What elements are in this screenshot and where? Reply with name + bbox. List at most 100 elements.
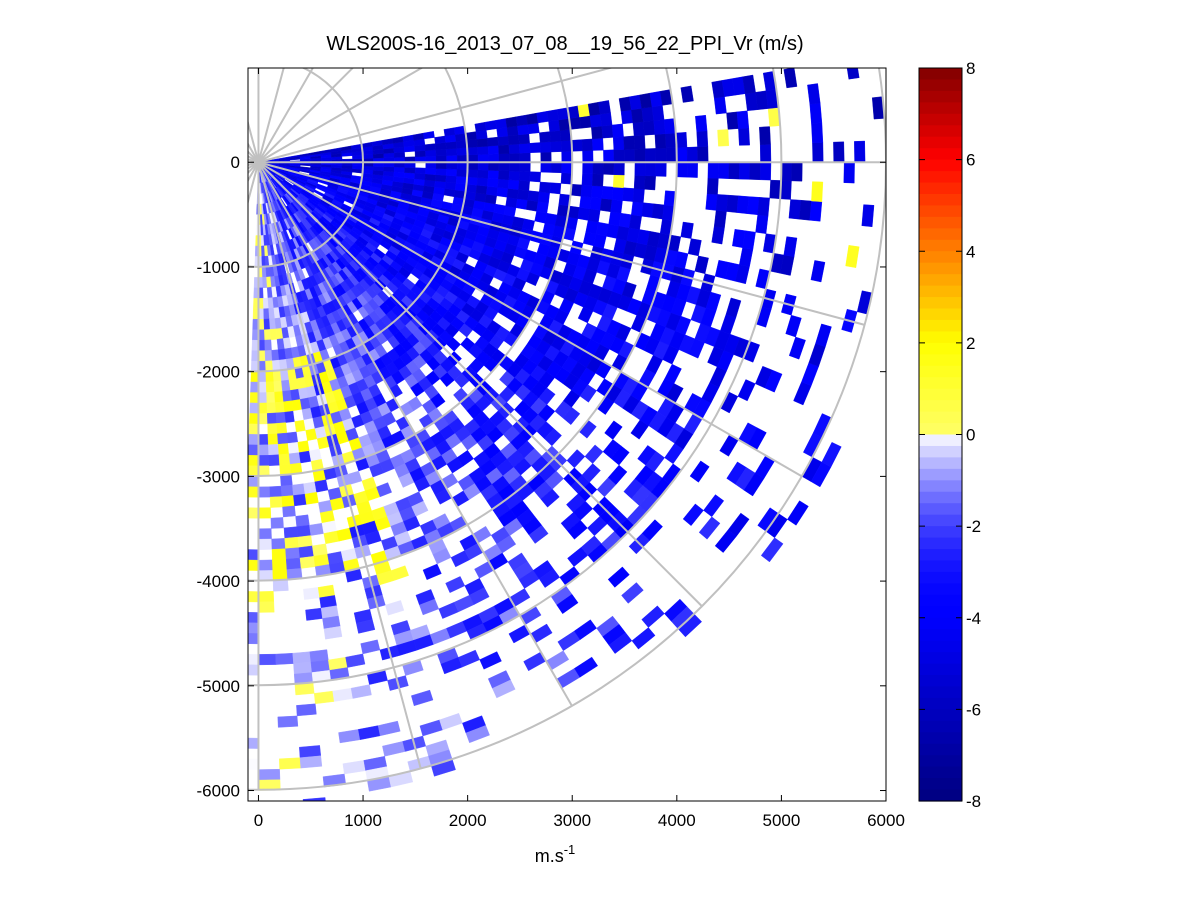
velocity-cell [336, 527, 353, 542]
velocity-cell [271, 349, 280, 361]
velocity-cell [293, 661, 313, 675]
colorbar-level [919, 743, 962, 756]
colorbar-level [919, 720, 962, 733]
velocity-cell [550, 140, 562, 153]
velocity-cell [629, 214, 642, 230]
colorbar-level [919, 434, 962, 447]
velocity-cell [574, 656, 598, 678]
y-tick-label: -3000 [197, 467, 240, 486]
velocity-cell [404, 167, 416, 174]
velocity-cell [675, 132, 688, 148]
velocity-cell [550, 161, 563, 174]
velocity-cell [277, 443, 290, 455]
velocity-cell [755, 214, 769, 234]
velocity-cell [526, 112, 539, 125]
velocity-cell [265, 381, 275, 393]
velocity-cell [411, 500, 429, 517]
velocity-cell [591, 185, 604, 199]
velocity-cell [372, 166, 385, 172]
radial-spoke [258, 161, 865, 326]
velocity-cell [390, 565, 409, 581]
velocity-cell [631, 201, 644, 217]
velocity-cell [445, 576, 466, 593]
velocity-cell [382, 741, 406, 757]
colorbar-level [919, 617, 962, 630]
radial-spoke [257, 68, 355, 163]
velocity-cell [293, 493, 307, 507]
velocity-cell [717, 129, 730, 147]
colorbar-level [919, 457, 962, 470]
velocity-cell [799, 199, 812, 221]
velocity-cell [487, 145, 500, 155]
velocity-cells [248, 68, 886, 801]
radial-spoke [248, 142, 260, 163]
colorbar-level [919, 663, 962, 676]
y-tick-label: -2000 [197, 363, 240, 382]
velocity-cell [276, 422, 288, 435]
velocity-cell [274, 401, 285, 414]
velocity-cell [544, 428, 562, 447]
velocity-cell [313, 690, 335, 705]
velocity-cell [711, 226, 725, 245]
velocity-cell [434, 135, 446, 144]
velocity-cell [277, 432, 289, 445]
colorbar-level [919, 709, 962, 722]
velocity-cell [299, 556, 316, 569]
colorbar-level [919, 766, 962, 779]
velocity-cell [780, 161, 793, 182]
velocity-cell [641, 202, 654, 218]
velocity-cell [323, 530, 340, 545]
colorbar-level [919, 377, 962, 390]
velocity-cell [713, 210, 727, 229]
velocity-cell [248, 612, 259, 624]
velocity-cell [258, 507, 272, 519]
velocity-cell [303, 481, 317, 495]
velocity-cell [682, 503, 704, 526]
velocity-cell [271, 548, 287, 561]
velocity-cell [376, 482, 392, 498]
velocity-cell [703, 494, 725, 518]
x-axis-label: m.s-1 [535, 842, 576, 866]
velocity-cell [314, 479, 329, 493]
velocity-cell [265, 370, 275, 383]
velocity-cell [272, 370, 282, 382]
velocity-cell [749, 161, 761, 181]
velocity-cell [350, 684, 372, 699]
velocity-cell [706, 177, 719, 195]
velocity-cell [265, 360, 274, 372]
velocity-cell [651, 203, 665, 220]
velocity-cell [581, 138, 594, 152]
velocity-cell [332, 687, 354, 702]
velocity-cell [484, 120, 497, 131]
velocity-cell [560, 172, 573, 185]
velocity-cell [631, 108, 644, 124]
colorbar-level [919, 755, 962, 768]
velocity-cell [402, 134, 415, 143]
colorbar-level [919, 675, 962, 688]
velocity-cell [249, 392, 259, 404]
velocity-cell [705, 291, 722, 312]
velocity-cell [809, 102, 823, 124]
velocity-cell [506, 188, 519, 199]
velocity-cell [487, 136, 499, 147]
radial-spoke [248, 161, 260, 175]
radial-spoke [257, 68, 314, 163]
x-tick-label: 4000 [658, 811, 696, 830]
colorbar-level [919, 354, 962, 367]
velocity-cell [581, 173, 594, 186]
velocity-cell [466, 176, 478, 186]
velocity-cell [251, 350, 259, 362]
velocity-cell [445, 141, 457, 150]
velocity-cell [560, 140, 573, 152]
velocity-cell [476, 137, 489, 148]
velocity-cell [695, 114, 708, 132]
velocity-cell [654, 133, 667, 149]
velocity-cell [507, 179, 520, 190]
velocity-cell [248, 549, 259, 561]
velocity-cell [643, 120, 656, 136]
velocity-cell [248, 633, 259, 645]
velocity-cell [446, 155, 458, 163]
velocity-cell [509, 152, 521, 163]
colorbar-tick-label: 2 [966, 334, 975, 353]
velocity-cell [680, 221, 694, 239]
